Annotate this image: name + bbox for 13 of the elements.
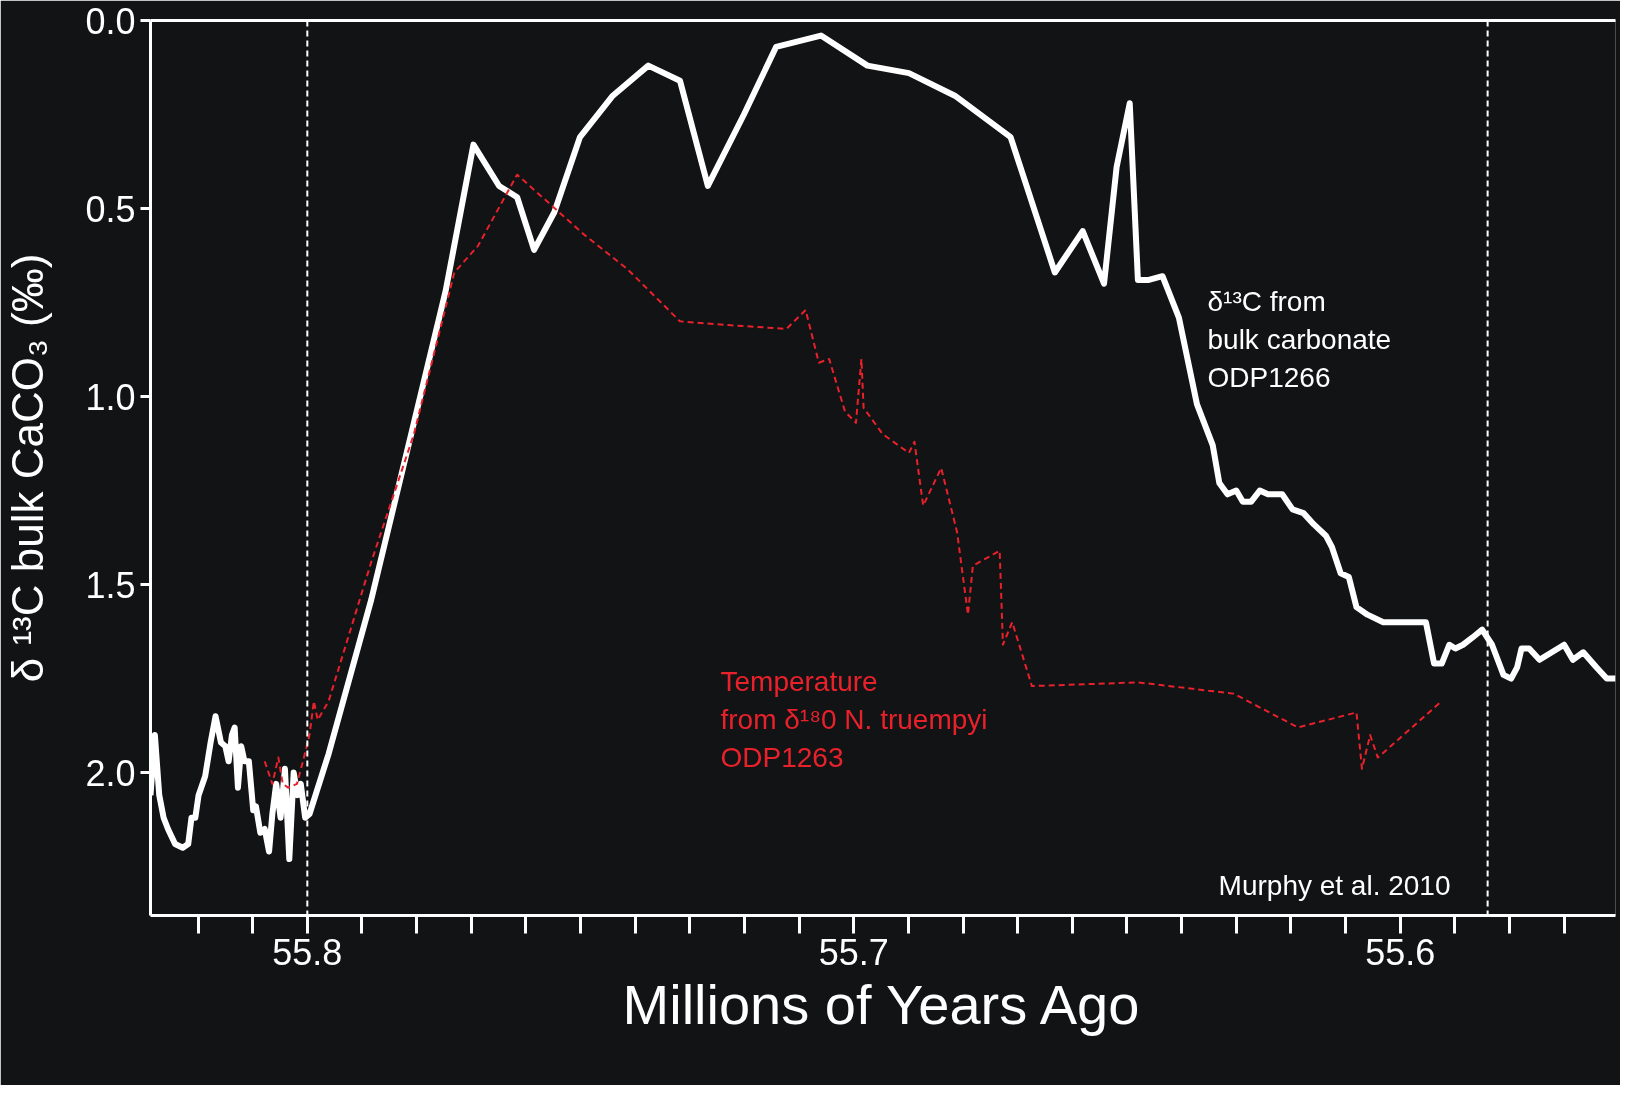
series-label: Temperature from δ¹⁸0 N. truempyi ODP1263 <box>720 665 988 773</box>
y-tick-label: 2.0 <box>85 752 136 794</box>
annotation: Murphy et al. 2010 <box>1218 869 1451 901</box>
x-axis-title: Millions of Years Ago <box>622 972 1140 1036</box>
y-tick-label: 0.0 <box>85 0 136 42</box>
x-tick-label: 55.7 <box>818 931 889 973</box>
y-tick-label: 1.5 <box>85 564 136 606</box>
y-tick-label: 1.0 <box>85 376 136 418</box>
y-axis-title: δ ¹³C bulk CaCO₃ (‰) <box>3 253 53 683</box>
x-tick-label: 55.8 <box>272 931 343 973</box>
x-tick-label: 55.6 <box>1365 931 1436 973</box>
y-tick-label: 0.5 <box>85 188 136 230</box>
series-label: δ¹³C from bulk carbonate ODP1266 <box>1207 285 1392 393</box>
